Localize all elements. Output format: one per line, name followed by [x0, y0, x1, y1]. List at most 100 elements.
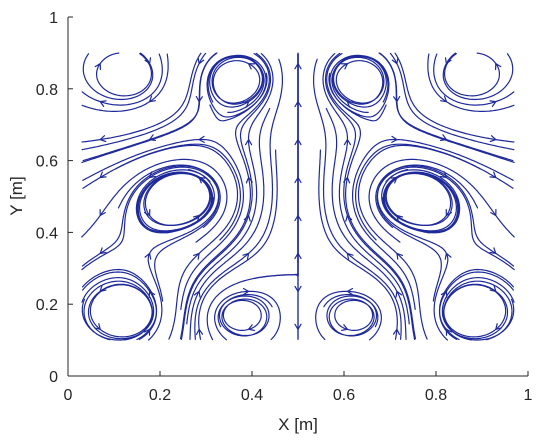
streamline-arrow: [198, 135, 205, 143]
x-tick-label: 0.8: [425, 387, 447, 404]
streamline-arrow: [343, 139, 351, 146]
streamline-arrow: [346, 252, 354, 260]
streamline-arrow: [489, 247, 497, 254]
y-tick-label: 0: [49, 369, 58, 386]
streamline-arrow: [341, 324, 348, 331]
streamline-arrow: [149, 134, 156, 141]
streamline-arrow: [242, 287, 250, 296]
streamline-arrow: [245, 176, 253, 184]
streamline-arrow: [396, 252, 403, 260]
streamline-arrow: [294, 63, 302, 70]
streamline-arrow: [99, 100, 107, 107]
streamline-arrow: [193, 290, 201, 298]
streamline-arrow: [99, 247, 107, 254]
streamline-arrow: [94, 63, 101, 71]
streamline-arrow: [489, 135, 497, 143]
streamline: [82, 271, 157, 340]
streamline: [376, 166, 515, 302]
streamline-arrow: [193, 252, 200, 260]
streamline: [81, 166, 220, 302]
streamline-arrow: [341, 63, 348, 70]
streamline: [115, 144, 239, 340]
y-axis-label: Y [m]: [7, 176, 26, 215]
streamline: [82, 52, 154, 101]
streamline: [313, 58, 402, 340]
streamline-arrow: [143, 328, 151, 336]
streamline: [442, 52, 514, 101]
streamline-arrow: [149, 171, 156, 179]
streamline-arrow: [192, 214, 200, 222]
streamline-arrow: [346, 287, 354, 296]
x-tick-label: 0: [64, 387, 73, 404]
streamline: [81, 277, 155, 341]
streamline: [198, 149, 278, 340]
streamline-arrow: [99, 285, 107, 292]
streamline: [326, 53, 417, 340]
streamline-arrow: [99, 135, 107, 143]
streamline: [441, 277, 515, 341]
streamline-arrow: [489, 100, 497, 107]
streamline: [376, 164, 479, 341]
streamline: [375, 165, 515, 267]
streamline-arrow: [440, 134, 447, 141]
streamline-arrow: [445, 209, 452, 217]
streamline-arrow: [94, 323, 101, 330]
streamline: [82, 138, 244, 310]
y-tick-label: 1: [49, 10, 58, 27]
x-axis-ticks: 0 0.2 0.4 0.6 0.8 1: [64, 371, 533, 404]
x-tick-label: 1: [524, 387, 533, 404]
streamline-arrow: [395, 290, 403, 298]
streamline-arrow: [149, 95, 156, 103]
streamline-arrow: [99, 209, 106, 217]
streamline-arrow: [144, 252, 152, 260]
streamline: [322, 53, 410, 325]
streamline-arrow: [294, 285, 302, 292]
streamline: [189, 107, 271, 340]
x-axis-label: X [m]: [278, 415, 318, 434]
streamline-arrow: [444, 57, 452, 65]
x-tick-label: 0.6: [333, 387, 355, 404]
streamline: [194, 58, 283, 340]
streamline-arrow: [391, 135, 398, 143]
y-tick-label: 0.2: [36, 297, 58, 314]
streamline-arrow: [490, 209, 497, 217]
y-tick-label: 0.6: [36, 154, 58, 171]
streamline: [179, 53, 270, 340]
streamline-arrow: [396, 214, 404, 222]
streamline-arrow: [248, 63, 255, 70]
streamline: [394, 52, 515, 143]
streamline-arrow: [445, 328, 453, 336]
streamline-arrow: [248, 324, 255, 331]
streamline: [352, 138, 514, 310]
streamline: [378, 52, 514, 162]
y-axis-ticks: 0 0.2 0.4 0.6 0.8 1: [36, 10, 73, 386]
streamline-arrow: [495, 323, 502, 330]
streamline: [325, 107, 407, 340]
streamline-arrow: [197, 57, 205, 65]
streamline-arrow: [242, 252, 250, 260]
streamline: [81, 52, 202, 143]
streamline-arrow: [343, 176, 351, 184]
streamline: [355, 143, 514, 241]
streamline-arrow: [495, 63, 502, 71]
streamline: [318, 149, 398, 340]
streamline: [389, 52, 515, 151]
streamline: [117, 164, 220, 341]
streamline: [186, 53, 274, 325]
streamlines-group: [81, 52, 515, 341]
streamline: [180, 52, 272, 340]
streamline-arrow: [391, 57, 399, 65]
y-tick-label: 0.4: [36, 225, 58, 242]
streamline-arrow: [198, 176, 206, 184]
streamline: [368, 158, 515, 243]
streamline: [427, 53, 515, 112]
x-tick-label: 0.4: [241, 387, 263, 404]
streamline-arrow: [195, 328, 204, 336]
streamline-arrow: [489, 171, 497, 179]
streamline-arrow: [444, 252, 452, 260]
streamline: [81, 52, 207, 151]
streamline-arrow: [144, 57, 152, 65]
streamline: [81, 158, 228, 243]
